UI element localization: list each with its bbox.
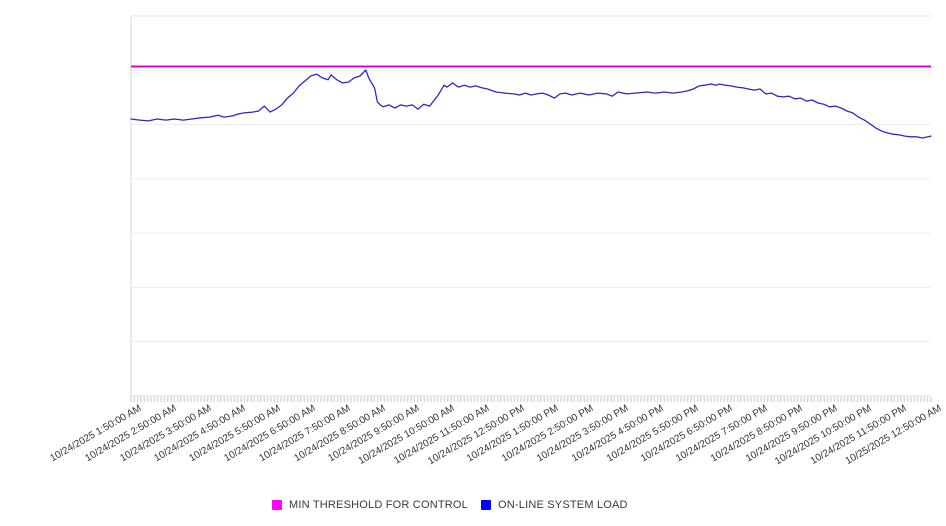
legend-item-on-line-system-load[interactable]: ON-LINE SYSTEM LOAD	[480, 499, 628, 511]
legend-swatch-icon	[272, 500, 282, 510]
chart-legend: MIN THRESHOLD FOR CONTROL ON-LINE SYSTEM …	[272, 497, 628, 513]
legend-label: ON-LINE SYSTEM LOAD	[497, 499, 628, 511]
legend-item-min-threshold-for-control[interactable]: MIN THRESHOLD FOR CONTROL	[272, 499, 468, 511]
x-axis-tick-marks	[130, 397, 932, 402]
legend-swatch-icon	[480, 500, 491, 510]
legend-label: MIN THRESHOLD FOR CONTROL	[289, 499, 468, 511]
online-system-load-line	[130, 69, 932, 139]
